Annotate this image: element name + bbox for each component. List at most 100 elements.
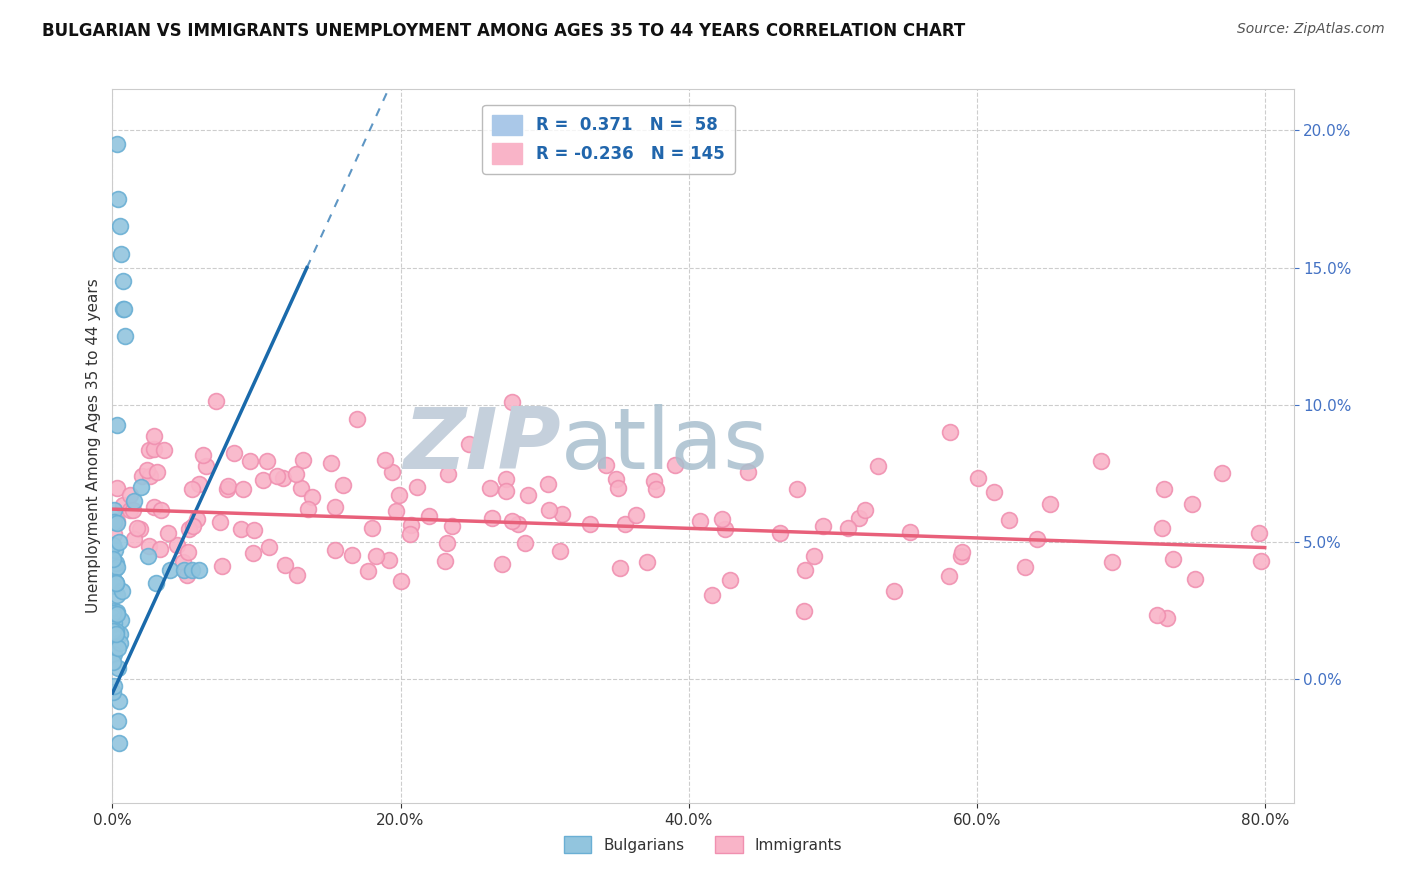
Point (803, 549, 825, 563)
Point (173, 562, 195, 576)
Point (437, 467, 460, 482)
Point (107, 714, 129, 728)
Point (242, 546, 264, 560)
Point (290, 481, 312, 495)
Point (217, 479, 239, 493)
Point (292, 452, 315, 467)
Point (285, 568, 308, 582)
Point (323, 543, 346, 558)
Point (138, 442, 160, 457)
Point (105, 605, 128, 619)
Point (389, 574, 412, 588)
Point (346, 411, 368, 425)
Point (105, 481, 128, 495)
Point (166, 538, 188, 552)
Point (110, 613, 132, 627)
Point (643, 474, 665, 488)
Point (883, 584, 905, 599)
Point (211, 559, 233, 574)
Point (388, 488, 411, 502)
Point (418, 508, 440, 523)
Point (609, 561, 631, 575)
Point (481, 510, 503, 524)
Point (1249, 526, 1271, 541)
Point (112, 498, 135, 512)
Point (689, 514, 711, 528)
Point (399, 518, 422, 533)
Point (950, 545, 973, 559)
Point (103, 648, 125, 662)
Point (495, 484, 517, 499)
Point (145, 576, 167, 591)
Point (361, 521, 384, 535)
Point (769, 526, 792, 541)
Point (108, 627, 131, 641)
Point (229, 523, 252, 537)
Point (150, 503, 173, 517)
Point (232, 482, 254, 496)
Point (239, 454, 262, 468)
Point (297, 502, 319, 516)
Point (501, 395, 523, 409)
Point (385, 504, 408, 518)
Point (548, 543, 571, 558)
Point (101, 610, 124, 624)
Point (127, 521, 149, 535)
Point (332, 477, 354, 491)
Point (209, 515, 232, 529)
Text: Source: ZipAtlas.com: Source: ZipAtlas.com (1237, 22, 1385, 37)
Point (713, 522, 735, 536)
Point (105, 514, 128, 528)
Point (868, 459, 890, 474)
Point (179, 522, 201, 536)
Point (104, 624, 127, 639)
Point (259, 541, 281, 555)
Point (103, 615, 125, 630)
Point (1150, 520, 1173, 534)
Point (142, 500, 165, 515)
Point (111, 301, 134, 316)
Point (103, 538, 125, 552)
Point (142, 428, 165, 442)
Point (104, 561, 127, 575)
Point (180, 482, 202, 496)
Point (243, 523, 266, 537)
Point (103, 604, 125, 618)
Point (108, 219, 131, 234)
Point (252, 473, 274, 487)
Point (105, 417, 128, 432)
Point (122, 494, 145, 508)
Point (105, 560, 128, 574)
Point (271, 470, 294, 484)
Point (1014, 560, 1036, 574)
Point (104, 542, 127, 557)
Point (103, 551, 125, 566)
Point (491, 558, 513, 572)
Point (1025, 533, 1047, 547)
Point (138, 549, 160, 563)
Point (664, 458, 686, 472)
Point (101, 655, 124, 669)
Point (108, 636, 131, 650)
Point (146, 465, 169, 479)
Point (794, 563, 817, 577)
Point (551, 507, 574, 521)
Point (107, 641, 129, 656)
Point (710, 512, 733, 526)
Point (205, 394, 228, 409)
Point (104, 624, 127, 638)
Point (105, 516, 128, 531)
Point (457, 436, 479, 450)
Point (939, 425, 962, 439)
Point (357, 564, 380, 578)
Point (103, 527, 125, 541)
Point (441, 519, 464, 533)
Point (108, 694, 131, 708)
Point (1156, 610, 1178, 624)
Point (103, 629, 125, 643)
Point (811, 518, 834, 533)
Point (103, 516, 125, 530)
Point (406, 480, 429, 494)
Point (284, 467, 307, 481)
Point (848, 511, 870, 525)
